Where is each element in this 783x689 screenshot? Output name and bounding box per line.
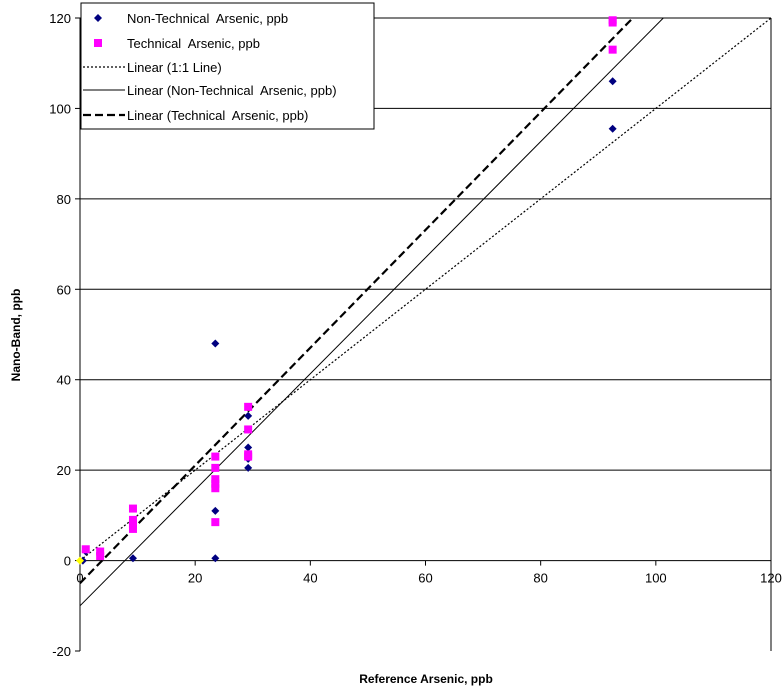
- point-non-technical: [244, 411, 253, 420]
- point-technical: [211, 479, 220, 488]
- point-technical: [211, 452, 220, 461]
- point-technical: [211, 484, 220, 493]
- x-axis-title: Reference Arsenic, ppb: [359, 672, 493, 686]
- y-tick-label: 20: [57, 463, 71, 478]
- point-technical: [244, 425, 253, 434]
- x-tick-label: 20: [188, 571, 202, 586]
- legend-label: Linear (Non-Technical Arsenic, ppb): [127, 83, 337, 98]
- x-tick-label: 120: [760, 571, 782, 586]
- point-non-technical: [211, 554, 220, 563]
- legend-marker-square: [94, 39, 102, 47]
- y-tick-label: 0: [64, 554, 71, 569]
- y-tick-label: 100: [49, 101, 71, 116]
- legend-label: Linear (1:1 Line): [127, 60, 222, 75]
- point-technical: [211, 475, 220, 484]
- legend-marker-diamond: [94, 14, 102, 22]
- point-non-technical: [211, 339, 220, 348]
- y-tick-label: 120: [49, 11, 71, 26]
- point-technical: [128, 515, 137, 524]
- x-tick-label: 0: [76, 571, 83, 586]
- legend: Non-Technical Arsenic, ppb Technical Arse…: [80, 2, 375, 130]
- point-extra: [76, 556, 84, 565]
- point-technical: [81, 545, 90, 554]
- point-non-technical: [244, 463, 253, 472]
- point-non-technical: [128, 554, 137, 563]
- trend-lines-clipped: [80, 18, 771, 607]
- point-non-technical: [244, 443, 253, 452]
- trend-line-solid: [80, 18, 664, 607]
- y-tick-label: 40: [57, 373, 71, 388]
- point-technical: [128, 520, 137, 529]
- point-non-technical: [211, 506, 220, 515]
- point-non-technical: [608, 124, 617, 133]
- data-points: [76, 16, 617, 565]
- point-technical: [128, 524, 137, 533]
- point-technical: [608, 45, 617, 54]
- point-technical: [211, 518, 220, 527]
- x-tick-label: 40: [303, 571, 317, 586]
- y-axis-title: Nano-Band, ppb: [9, 289, 23, 382]
- axes: [75, 17, 772, 652]
- point-technical: [211, 463, 220, 472]
- point-technical: [96, 552, 105, 561]
- point-technical: [608, 18, 617, 27]
- legend-box: [80, 2, 375, 130]
- point-non-technical: [608, 77, 617, 86]
- y-tick-label: 80: [57, 192, 71, 207]
- x-tick-label: 100: [645, 571, 667, 586]
- x-tick-label: 60: [418, 571, 432, 586]
- trend-line-dotted: [80, 18, 771, 562]
- legend-label: Technical Arsenic, ppb: [127, 36, 260, 51]
- point-technical: [96, 547, 105, 556]
- trend-lines: [80, 18, 771, 607]
- point-technical: [244, 402, 253, 411]
- y-tick-label: 60: [57, 282, 71, 297]
- y-tick-label: -20: [52, 644, 71, 659]
- legend-label: Non-Technical Arsenic, ppb: [127, 11, 288, 26]
- legend-label: Linear (Technical Arsenic, ppb): [127, 108, 308, 123]
- x-tick-label: 80: [533, 571, 547, 586]
- point-technical: [244, 452, 253, 461]
- point-technical: [128, 504, 137, 513]
- tick-labels: -20 0 20 40 60 80 100 120 0 20 40 60 80 100 120: [49, 11, 782, 659]
